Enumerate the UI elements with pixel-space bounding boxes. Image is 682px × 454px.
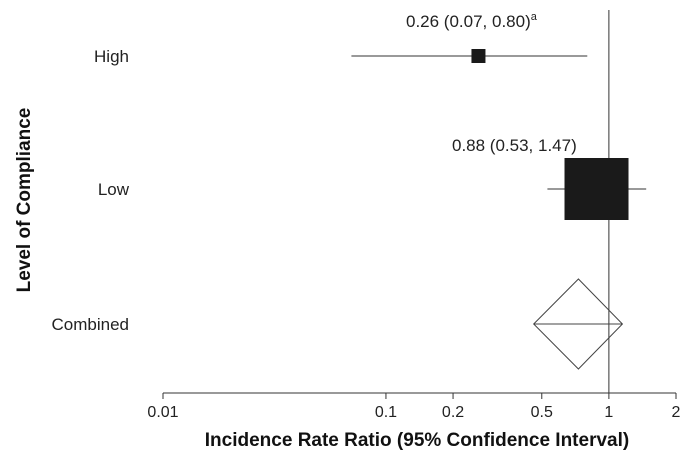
row-combined: Combined [52,278,624,370]
estimate-square [471,49,486,63]
category-label: Combined [52,315,130,334]
x-tick-label: 0.5 [531,404,553,421]
x-tick-label: 0.2 [442,404,464,421]
rows-layer: High 0.26 (0.07, 0.80)a Low 0.88 (0.53, 1.4… [52,11,647,370]
annotation-superscript: a [531,11,538,23]
x-tick-label: 2 [672,404,681,421]
row-low: Low 0.88 (0.53, 1.47) [98,136,647,220]
x-axis: 0.01 0.1 0.2 0.5 1 2 [147,392,681,421]
y-axis-title: Level of Compliance [14,108,35,293]
category-label: High [94,47,129,66]
estimate-square [564,158,629,220]
row-high: High 0.26 (0.07, 0.80)a [94,11,588,66]
annotation-text: 0.26 (0.07, 0.80) [406,12,531,31]
category-label: Low [98,180,130,199]
x-axis-title: Incidence Rate Ratio (95% Confidence Int… [205,430,629,451]
estimate-annotation: 0.88 (0.53, 1.47) [452,136,577,155]
annotation-text: 0.88 (0.53, 1.47) [452,136,577,155]
x-tick-label: 0.01 [147,404,178,421]
estimate-annotation: 0.26 (0.07, 0.80)a [406,11,538,31]
x-tick-label: 1 [604,404,613,421]
x-tick-label: 0.1 [375,404,397,421]
